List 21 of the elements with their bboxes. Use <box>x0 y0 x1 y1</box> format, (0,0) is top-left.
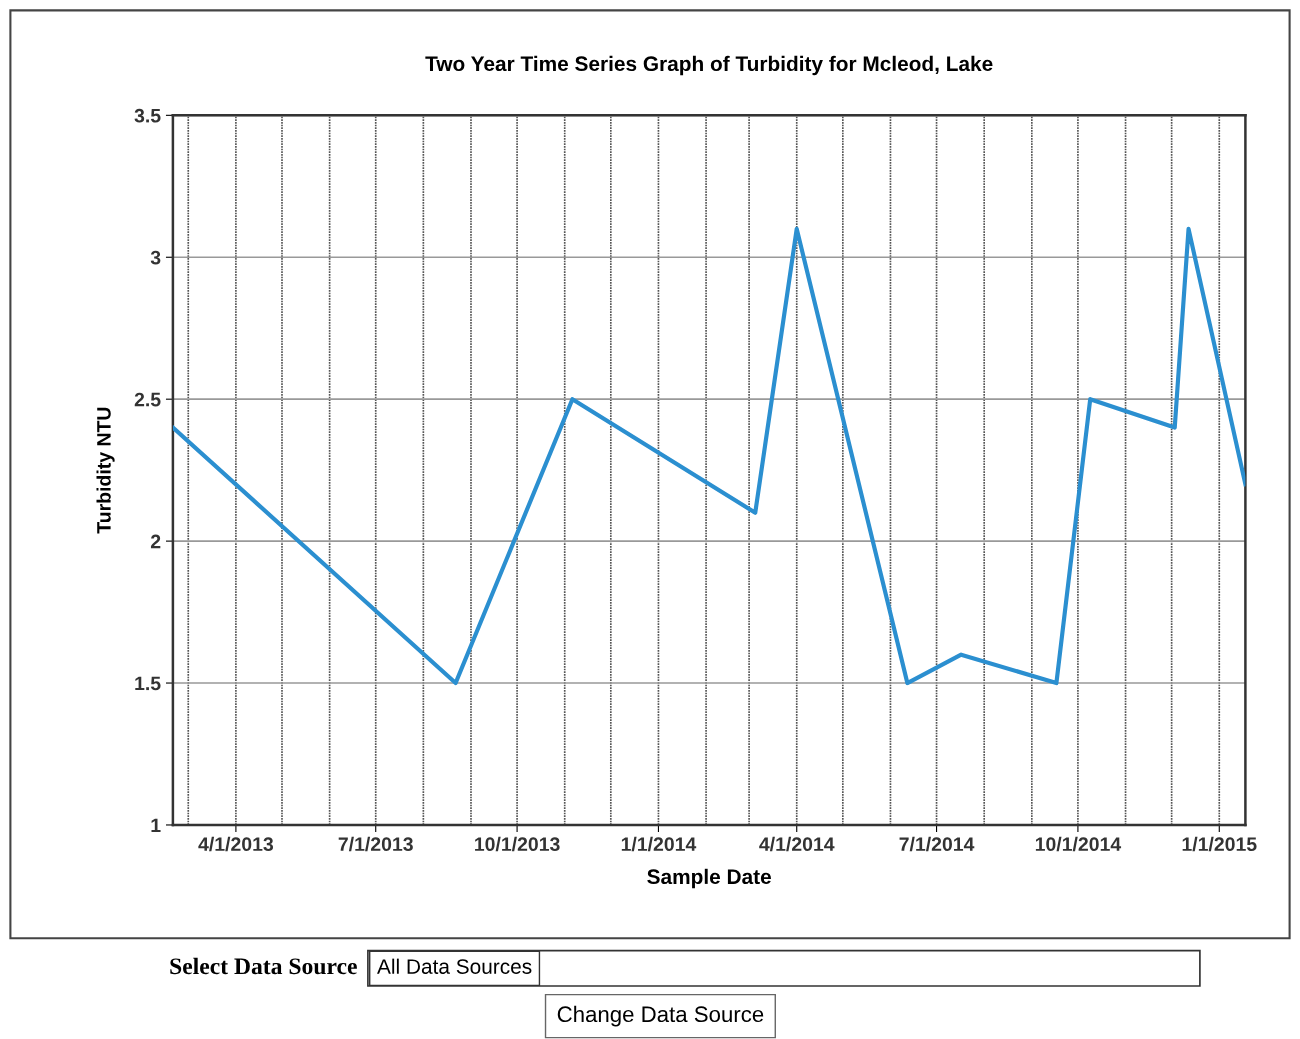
x-tick-label: 1/1/2015 <box>1182 836 1257 852</box>
x-tick-label: 4/1/2014 <box>759 836 835 852</box>
chart-title: Two Year Time Series Graph of Turbidity for Mcleod, Lake <box>425 55 993 76</box>
text: Change Data Source <box>557 1005 764 1027</box>
y-axis-title: Turbidity NTU <box>96 407 115 534</box>
line-series <box>172 226 1246 686</box>
x-tick-label: 10/1/2014 <box>1035 836 1122 852</box>
x-axis-title: Sample Date <box>647 868 771 889</box>
y-tick-label: 1 <box>151 818 161 833</box>
y-tick-label: 2 <box>150 534 161 549</box>
text: All Data Sources <box>377 958 532 974</box>
x-tick-label: 4/1/2013 <box>198 836 274 852</box>
y-tick-label: 3.5 <box>134 108 161 123</box>
y-tick-label: 2.5 <box>134 392 161 407</box>
y-tick-label: 1.5 <box>135 676 161 691</box>
y-tick-label: 3 <box>150 250 161 265</box>
text: Select Data Source <box>170 957 357 975</box>
x-tick-label: 1/1/2014 <box>621 836 697 852</box>
x-tick-label: 7/1/2014 <box>899 836 975 852</box>
x-tick-label: 10/1/2013 <box>475 836 560 852</box>
x-tick-label: 7/1/2013 <box>338 836 413 852</box>
